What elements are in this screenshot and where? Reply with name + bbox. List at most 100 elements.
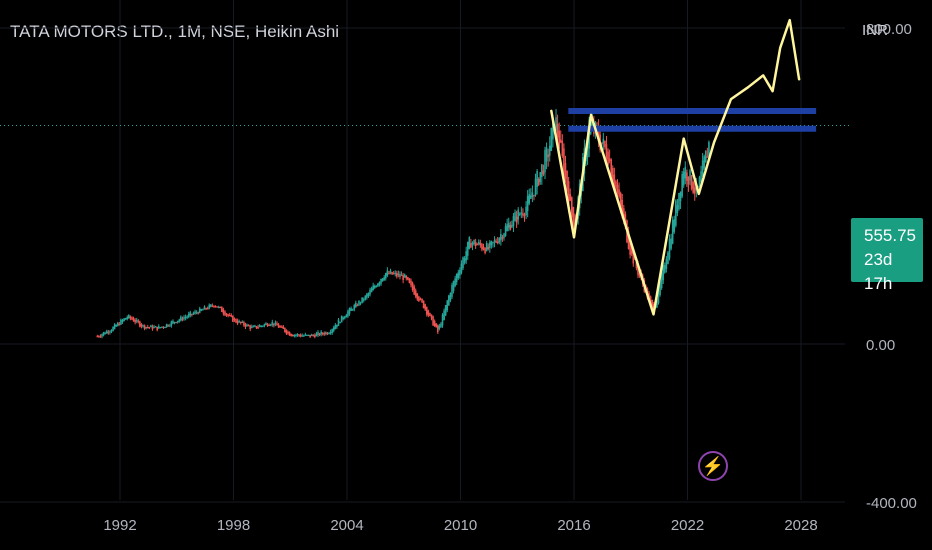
candle-body	[255, 326, 258, 329]
candle-body	[183, 317, 185, 320]
candle-body	[407, 277, 409, 280]
candle-body	[247, 325, 250, 327]
candle-body	[181, 318, 184, 320]
candle-body	[425, 306, 428, 315]
x-tick-label: 2010	[444, 517, 477, 534]
candle-body	[105, 330, 108, 334]
candle-body	[681, 174, 683, 197]
candle-body	[154, 326, 157, 328]
candle-body	[602, 138, 605, 144]
candle-body	[139, 321, 141, 327]
candle-body	[632, 250, 635, 264]
candle-body	[156, 326, 159, 331]
candle-body	[98, 336, 100, 338]
candle-body	[668, 238, 671, 259]
candle-body	[689, 170, 691, 181]
candle-body	[630, 247, 633, 254]
candle-body	[703, 156, 706, 169]
candle-body	[129, 316, 132, 319]
candle-body	[195, 312, 198, 314]
candle-body	[558, 130, 560, 149]
candle-body	[563, 148, 565, 178]
candle-body	[172, 320, 174, 324]
candle-body	[192, 313, 195, 315]
candle-body	[515, 216, 518, 223]
candle-body	[140, 324, 143, 327]
candle-body	[276, 323, 278, 326]
candle-body	[624, 214, 627, 227]
candle-body	[184, 316, 187, 319]
candle-body	[146, 326, 149, 329]
candle-body	[121, 319, 124, 323]
candle-body	[167, 325, 170, 327]
candle-body	[219, 306, 222, 309]
candle-body	[454, 278, 456, 286]
candle-body	[482, 246, 485, 250]
candle-body	[290, 333, 292, 336]
candle-body	[232, 315, 234, 322]
candle-body	[175, 322, 177, 324]
candle-body	[569, 193, 572, 201]
candle-body	[348, 308, 351, 314]
candle-body	[364, 295, 367, 300]
candle-body	[498, 238, 501, 243]
candle-body	[359, 302, 362, 304]
x-tick-label: 1992	[103, 517, 136, 534]
candle-body	[693, 187, 696, 194]
grid	[0, 0, 845, 503]
candle-body	[671, 219, 674, 244]
candle-body	[186, 316, 188, 318]
candle-body	[169, 325, 171, 327]
candle-body	[673, 219, 676, 232]
candle-body	[153, 326, 155, 329]
candle-body	[410, 280, 412, 286]
candle-body	[115, 325, 118, 327]
candle-body	[391, 272, 393, 275]
candle-body	[684, 166, 687, 179]
candle-body	[358, 300, 360, 306]
candle-body	[210, 304, 212, 307]
candle-body	[287, 331, 289, 334]
candle-body	[443, 310, 445, 321]
candle-body	[104, 333, 106, 335]
candle-body	[241, 321, 244, 323]
candle-body	[291, 334, 294, 337]
candle-body	[388, 273, 390, 275]
candle-body	[249, 325, 252, 329]
candle-body	[293, 334, 296, 337]
candle-body	[296, 334, 299, 336]
candle-body	[157, 326, 160, 329]
candle-body	[236, 320, 239, 324]
candle-body	[238, 321, 240, 323]
candle-body	[197, 312, 199, 314]
candle-body	[317, 332, 319, 335]
candle-body	[556, 123, 559, 138]
candle-body	[213, 305, 215, 307]
candle-body	[559, 139, 562, 143]
candle-body	[613, 174, 616, 188]
candle-body	[102, 332, 105, 336]
candle-body	[373, 285, 376, 288]
candle-body	[109, 331, 111, 333]
candle-body	[126, 317, 129, 319]
candle-body	[530, 195, 532, 199]
candle-body	[310, 334, 313, 336]
candle-body	[194, 311, 196, 314]
candle-body	[629, 240, 631, 255]
candle-body	[351, 309, 354, 311]
candle-body	[537, 179, 540, 185]
candle-body	[414, 290, 417, 297]
candle-body	[329, 331, 332, 334]
candle-body	[301, 335, 304, 337]
candle-body	[314, 335, 316, 338]
candle-body	[216, 306, 218, 308]
candle-body	[221, 307, 223, 312]
candle-body	[610, 159, 613, 177]
candle-body	[605, 144, 608, 160]
candle-body	[600, 142, 603, 145]
candle-body	[479, 243, 482, 246]
candle-body	[107, 332, 110, 334]
lightning-icon[interactable]: ⚡	[698, 451, 728, 481]
candle-body	[525, 206, 527, 216]
